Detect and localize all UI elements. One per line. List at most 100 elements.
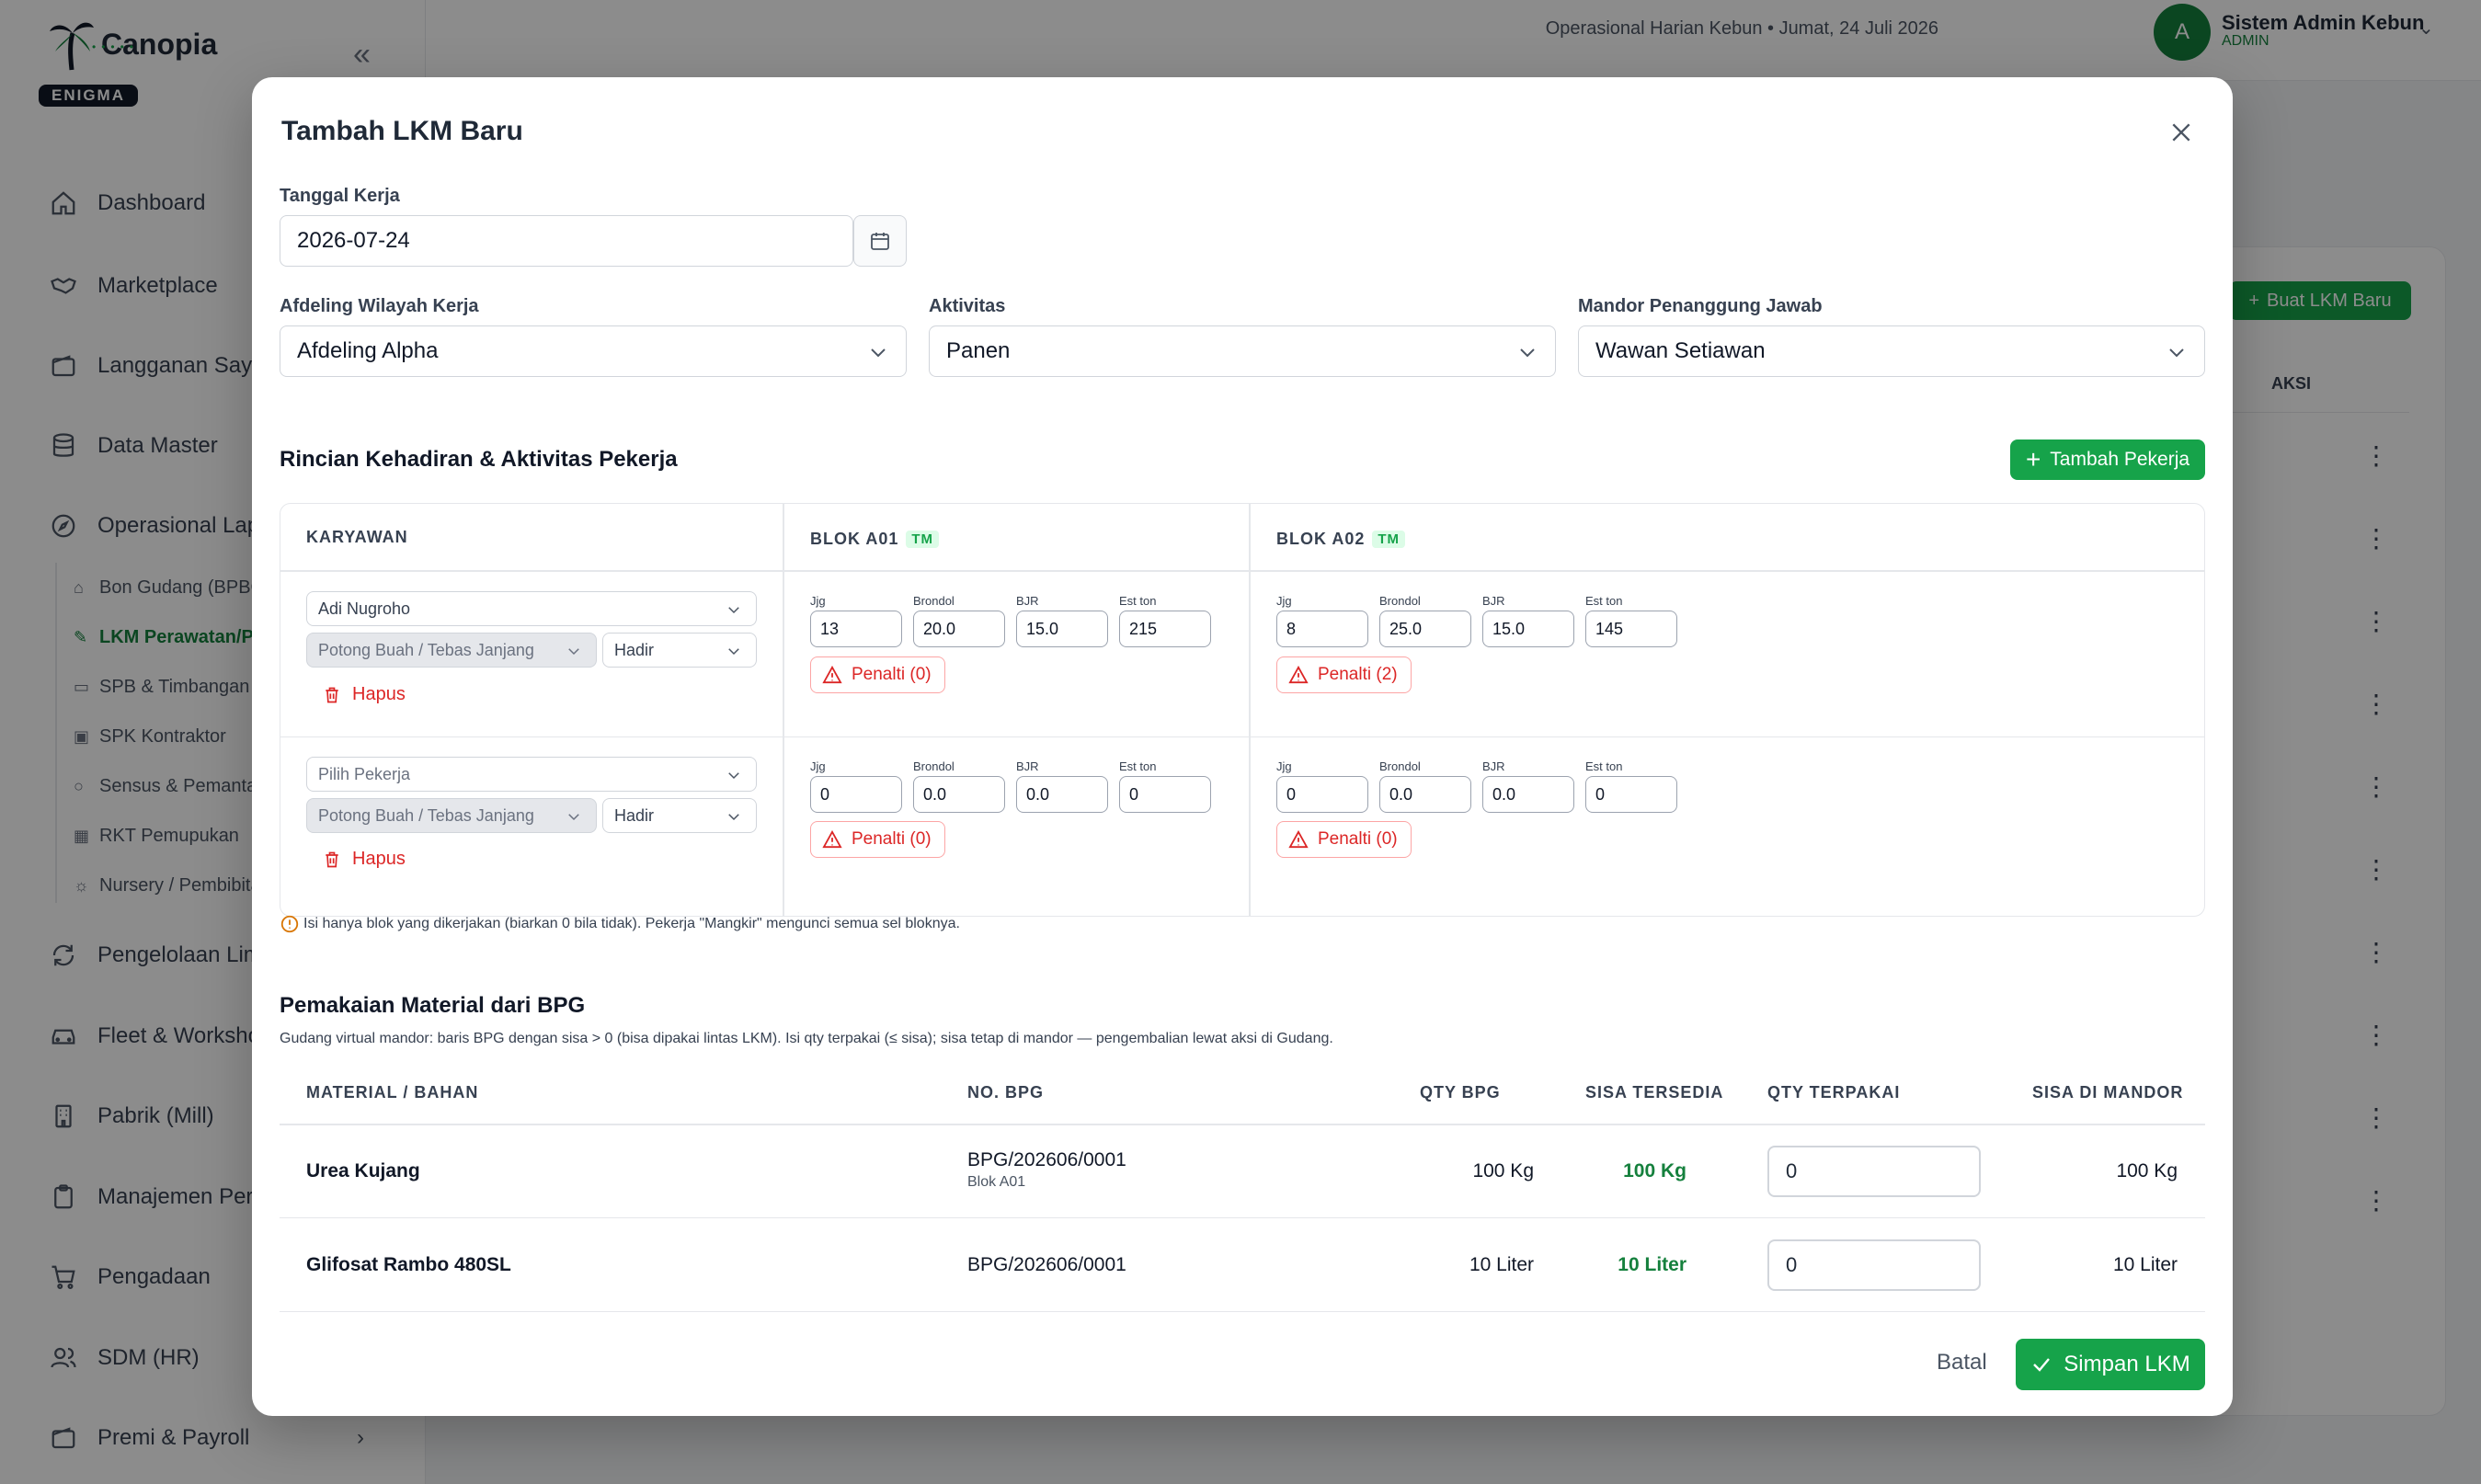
user-name[interactable]: Sistem Admin Kebun bbox=[2222, 11, 2425, 34]
brondol-input[interactable]: 20.0 bbox=[913, 611, 1005, 647]
jjg-label: Jjg bbox=[810, 594, 826, 608]
jjg-label: Jjg bbox=[810, 759, 826, 773]
sun-icon: ☼ bbox=[74, 876, 89, 895]
worker-select[interactable]: Pilih Pekerja bbox=[306, 757, 757, 792]
sidebar-sub-sensus[interactable]: ○ Sensus & Pemantauan bbox=[74, 776, 288, 797]
row-menu-icon[interactable]: ⋮ bbox=[2363, 1186, 2389, 1215]
row-menu-icon[interactable]: ⋮ bbox=[2363, 772, 2389, 801]
jjg-label: Jjg bbox=[1276, 759, 1292, 773]
clipboard-icon bbox=[48, 1181, 79, 1213]
sidebar-sub-nursery[interactable]: ☼ Nursery / Pembibitan bbox=[74, 875, 271, 896]
row-menu-icon[interactable]: ⋮ bbox=[2363, 1103, 2389, 1132]
jjg-input[interactable]: 0 bbox=[1276, 776, 1368, 813]
status-select[interactable]: Hadir bbox=[602, 798, 757, 833]
collapse-sidebar-icon[interactable]: « bbox=[353, 37, 371, 72]
sidebar-sub-lkm[interactable]: ✎ LKM Perawatan/Panen bbox=[74, 627, 297, 648]
block-name: BLOK A02 bbox=[1276, 530, 1366, 548]
sidebar-item-fleet[interactable]: Fleet & Workshop bbox=[48, 1021, 272, 1052]
jjg-input[interactable]: 13 bbox=[810, 611, 902, 647]
est-ton-input[interactable]: 0 bbox=[1119, 776, 1211, 813]
penalti-button[interactable]: Penalti (0) bbox=[810, 656, 945, 693]
sidebar-item-pengadaan[interactable]: Pengadaan bbox=[48, 1261, 211, 1293]
grid-row-divider bbox=[280, 736, 2204, 737]
truck-icon: ▭ bbox=[74, 678, 90, 696]
afdeling-select[interactable]: Afdeling Alpha bbox=[280, 325, 907, 377]
est-ton-input[interactable]: 145 bbox=[1585, 611, 1677, 647]
sisa-mandor: 100 Kg bbox=[2116, 1160, 2178, 1181]
sidebar-item-langganan[interactable]: Langganan Saya bbox=[48, 350, 265, 382]
bjr-input[interactable]: 0.0 bbox=[1016, 776, 1108, 813]
penalti-button[interactable]: Penalti (0) bbox=[810, 821, 945, 858]
activity-value: Potong Buah / Tebas Janjang bbox=[318, 640, 534, 659]
qty-terpakai-input[interactable]: 0 bbox=[1767, 1239, 1981, 1291]
activity-select[interactable]: Potong Buah / Tebas Janjang bbox=[306, 798, 597, 833]
sidebar-item-premi[interactable]: Premi & Payroll › bbox=[48, 1422, 364, 1454]
bjr-input[interactable]: 0.0 bbox=[1482, 776, 1574, 813]
jjg-input[interactable]: 0 bbox=[810, 776, 902, 813]
sidebar-sub-spk[interactable]: ▣ SPK Kontraktor bbox=[74, 726, 226, 748]
worker-select[interactable]: Adi Nugroho bbox=[306, 591, 757, 626]
create-lkm-label: Buat LKM Baru bbox=[2267, 290, 2392, 311]
sidebar-item-marketplace[interactable]: Marketplace bbox=[48, 270, 218, 302]
submenu-line bbox=[55, 563, 57, 903]
sidebar-sub-spb[interactable]: ▭ SPB & Timbangan bbox=[74, 677, 249, 698]
sidebar-sub-label: Nursery / Pembibitan bbox=[99, 875, 271, 896]
penalti-button[interactable]: Penalti (0) bbox=[1276, 821, 1412, 858]
hapus-button[interactable]: Hapus bbox=[323, 849, 406, 870]
car-icon bbox=[48, 1021, 79, 1052]
create-lkm-button[interactable]: + Buat LKM Baru bbox=[2229, 281, 2411, 320]
row-menu-icon[interactable]: ⋮ bbox=[2363, 441, 2389, 470]
hapus-button[interactable]: Hapus bbox=[323, 684, 406, 705]
sidebar-item-label: Data Master bbox=[97, 433, 218, 458]
sidebar-sub-rkt[interactable]: ▦ RKT Pemupukan bbox=[74, 826, 239, 847]
status-select[interactable]: Hadir bbox=[602, 633, 757, 668]
penalti-button[interactable]: Penalti (2) bbox=[1276, 656, 1412, 693]
grid-divider bbox=[1249, 504, 1251, 916]
sidebar-item-label: Langganan Saya bbox=[97, 353, 265, 378]
database-icon bbox=[48, 430, 79, 462]
block-name: BLOK A01 bbox=[810, 530, 899, 548]
qty-terpakai-input[interactable]: 0 bbox=[1767, 1146, 1981, 1197]
app-name: Canopia bbox=[101, 27, 218, 61]
row-menu-icon[interactable]: ⋮ bbox=[2363, 524, 2389, 553]
worker-grid: KARYAWAN BLOK A01 TM BLOK A02 TM Adi Nug… bbox=[280, 503, 2205, 917]
sidebar-sub-bon-gudang[interactable]: ⌂ Bon Gudang (BPBG) bbox=[74, 577, 271, 599]
save-lkm-button[interactable]: Simpan LKM bbox=[2016, 1339, 2205, 1390]
sidebar-item-pabrik[interactable]: Pabrik (Mill) bbox=[48, 1101, 214, 1132]
tanggal-input[interactable]: 2026-07-24 bbox=[280, 215, 853, 267]
brondol-input[interactable]: 0.0 bbox=[1379, 776, 1471, 813]
aktivitas-select[interactable]: Panen bbox=[929, 325, 1556, 377]
bjr-input[interactable]: 15.0 bbox=[1016, 611, 1108, 647]
plus-icon: + bbox=[2248, 290, 2260, 311]
close-icon[interactable] bbox=[2163, 114, 2200, 151]
add-worker-button[interactable]: + Tambah Pekerja bbox=[2010, 439, 2205, 480]
sidebar-item-sdm[interactable]: SDM (HR) bbox=[48, 1342, 200, 1374]
chevron-down-icon[interactable]: ⌄ bbox=[2418, 18, 2434, 39]
cancel-button[interactable]: Batal bbox=[1937, 1350, 1987, 1375]
sidebar-sub-label: RKT Pemupukan bbox=[99, 826, 239, 846]
row-menu-icon[interactable]: ⋮ bbox=[2363, 855, 2389, 884]
row-menu-icon[interactable]: ⋮ bbox=[2363, 607, 2389, 635]
est-ton-input[interactable]: 0 bbox=[1585, 776, 1677, 813]
topbar: Operasional Harian Kebun • Jumat, 24 Jul… bbox=[426, 0, 2481, 81]
mandor-select[interactable]: Wawan Setiawan bbox=[1578, 325, 2205, 377]
bjr-input[interactable]: 15.0 bbox=[1482, 611, 1574, 647]
chevron-down-icon bbox=[728, 607, 739, 614]
sidebar-item-dashboard[interactable]: Dashboard bbox=[48, 188, 205, 219]
material-row-divider bbox=[280, 1311, 2205, 1312]
brondol-input[interactable]: 0.0 bbox=[913, 776, 1005, 813]
warning-icon bbox=[1288, 830, 1309, 849]
row-menu-icon[interactable]: ⋮ bbox=[2363, 1021, 2389, 1049]
brondol-input[interactable]: 25.0 bbox=[1379, 611, 1471, 647]
building-icon bbox=[48, 1101, 79, 1132]
activity-select[interactable]: Potong Buah / Tebas Janjang bbox=[306, 633, 597, 668]
sidebar-item-data-master[interactable]: Data Master bbox=[48, 430, 218, 462]
sidebar-item-label: Pengadaan bbox=[97, 1264, 211, 1289]
calendar-button[interactable] bbox=[853, 215, 907, 267]
row-menu-icon[interactable]: ⋮ bbox=[2363, 938, 2389, 966]
est-ton-input[interactable]: 215 bbox=[1119, 611, 1211, 647]
row-menu-icon[interactable]: ⋮ bbox=[2363, 690, 2389, 718]
avatar[interactable]: A bbox=[2154, 4, 2211, 61]
jjg-input[interactable]: 8 bbox=[1276, 611, 1368, 647]
handshake-icon bbox=[48, 270, 79, 302]
